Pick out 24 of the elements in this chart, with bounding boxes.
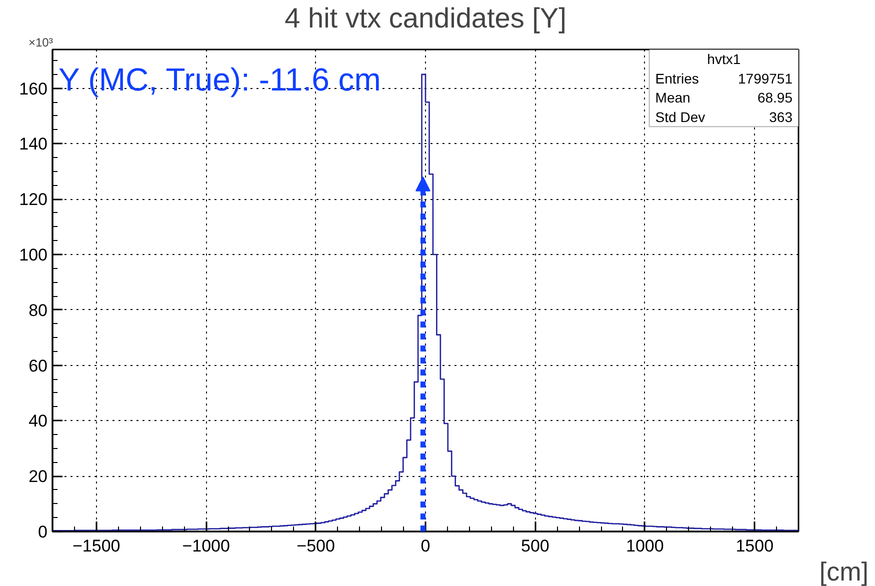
text: Entries 1799751 (655, 70, 793, 86)
x-tick-label: −500 (296, 536, 335, 556)
x-tick-label: 500 (521, 536, 550, 556)
annotation: Y (MC, True): -11.6 cm (58, 62, 381, 98)
y-tick-label: 120 (19, 190, 48, 210)
y-tick-label: 40 (28, 412, 48, 431)
chart-title: 4 hit vtx candidates [Y] (284, 2, 566, 34)
x-tick-label: 0 (420, 536, 430, 556)
x-axis-title: [cm] (819, 556, 869, 586)
text: ×10³ (28, 36, 53, 50)
x-tick-label: 1000 (626, 536, 664, 556)
y-tick-label: 0 (38, 522, 48, 542)
y-tick-label: 20 (28, 467, 48, 486)
x-tick-label: 1500 (736, 536, 774, 556)
y-tick-label: 160 (19, 79, 48, 98)
y-tick-label: 60 (28, 356, 48, 376)
x-tick-label: −1000 (182, 536, 230, 556)
y-tick-label: 80 (28, 300, 48, 320)
y-tick-label: 140 (19, 134, 48, 154)
x-tick-label: −1500 (72, 536, 120, 556)
text: Std Dev 363 (655, 108, 792, 125)
y-tick-label: 100 (19, 245, 48, 264)
annotation: hvtx1 (707, 51, 741, 68)
text: Mean 68.95 (655, 90, 793, 106)
